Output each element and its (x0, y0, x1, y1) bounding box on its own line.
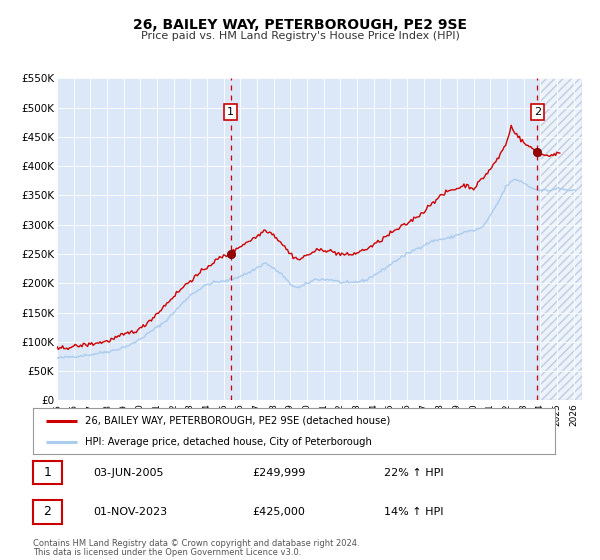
Text: £425,000: £425,000 (252, 507, 305, 517)
Text: 1: 1 (227, 107, 234, 117)
Text: Contains HM Land Registry data © Crown copyright and database right 2024.: Contains HM Land Registry data © Crown c… (33, 539, 359, 548)
Text: 03-JUN-2005: 03-JUN-2005 (93, 468, 163, 478)
Text: 2: 2 (534, 107, 541, 117)
Text: 2: 2 (43, 505, 52, 519)
Text: £249,999: £249,999 (252, 468, 305, 478)
Text: Price paid vs. HM Land Registry's House Price Index (HPI): Price paid vs. HM Land Registry's House … (140, 31, 460, 41)
Text: 1: 1 (43, 466, 52, 479)
Text: HPI: Average price, detached house, City of Peterborough: HPI: Average price, detached house, City… (85, 437, 372, 447)
Text: 26, BAILEY WAY, PETERBOROUGH, PE2 9SE: 26, BAILEY WAY, PETERBOROUGH, PE2 9SE (133, 18, 467, 32)
Text: This data is licensed under the Open Government Licence v3.0.: This data is licensed under the Open Gov… (33, 548, 301, 557)
Text: 26, BAILEY WAY, PETERBOROUGH, PE2 9SE (detached house): 26, BAILEY WAY, PETERBOROUGH, PE2 9SE (d… (85, 416, 391, 426)
Text: 01-NOV-2023: 01-NOV-2023 (93, 507, 167, 517)
Text: 14% ↑ HPI: 14% ↑ HPI (384, 507, 443, 517)
Text: 22% ↑ HPI: 22% ↑ HPI (384, 468, 443, 478)
